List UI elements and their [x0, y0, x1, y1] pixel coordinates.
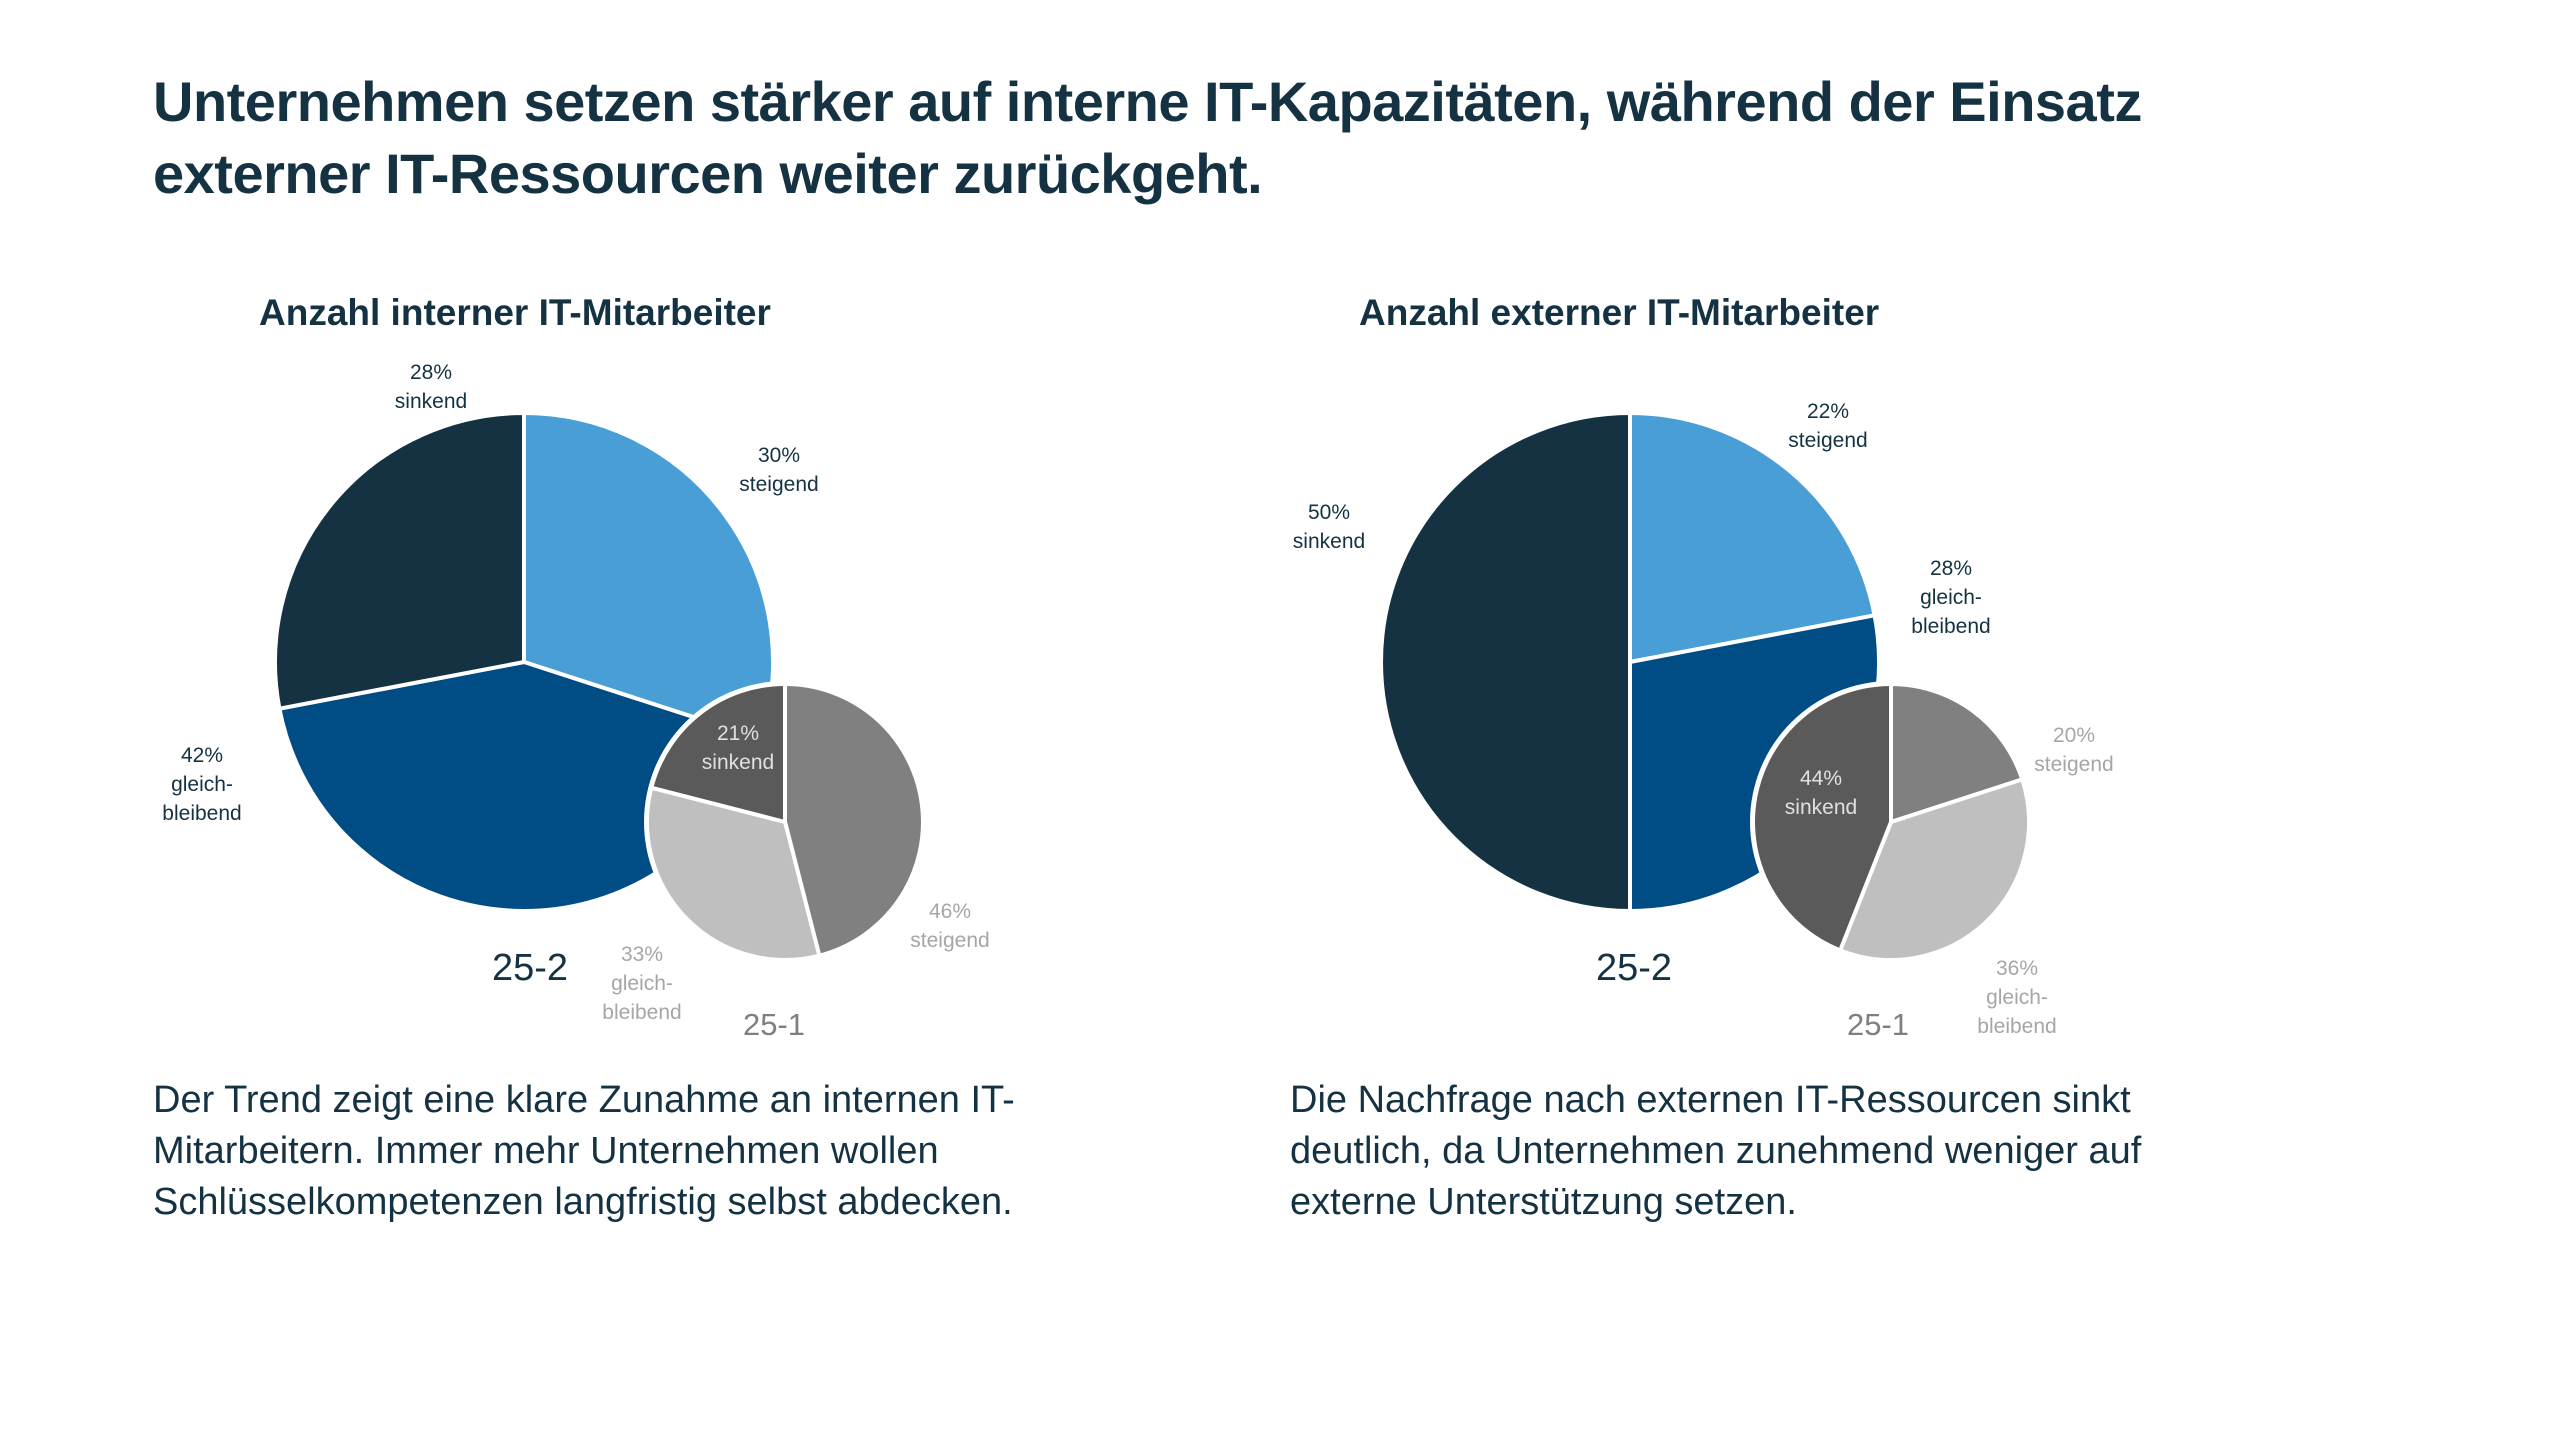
pie-chart-internal: 30% steigend 42% gleich-bleibend 28% sinkend 2…	[162, 361, 989, 1042]
chart-title-internal: Anzahl interner IT-Mitarbeiter	[259, 292, 771, 333]
period-label-25-2: 25-2	[1596, 947, 1672, 989]
data-label-gleichbleibend: 33% gleich-bleibend	[602, 943, 681, 1024]
pie-slice-sinkend	[649, 682, 787, 824]
data-label-steigend: 20% steigend	[2034, 724, 2113, 776]
pie-25-2: 30% steigend 42% gleich-bleibend 28% sinkend 2…	[162, 361, 818, 989]
pie-25-1: 46% steigend 33% gleich-bleibend 21% sinkend 2…	[602, 681, 990, 1042]
data-label-sinkend: 21% sinkend	[702, 722, 774, 774]
pie-slice-steigend	[522, 411, 775, 741]
data-label-sinkend: 50% sinkend	[1293, 501, 1365, 553]
data-label-steigend: 22% steigend	[1788, 400, 1867, 452]
pie-25-1: 20% steigend 36% gleich-bleibend 44% sinkend 2…	[1750, 681, 2114, 1042]
data-label-sinkend: 44% sinkend	[1785, 767, 1857, 819]
pie-slice-steigend	[1628, 411, 1877, 664]
pie-slice-steigend	[783, 682, 925, 958]
data-label-steigend: 46% steigend	[910, 900, 989, 952]
pie-chart-external: 22% steigend 28% gleich-bleibend 50% sinkend 2…	[1293, 400, 2114, 1042]
data-label-gleichbleibend: 42% gleich-bleibend	[162, 744, 241, 825]
data-label-gleichbleibend: 36% gleich-bleibend	[1977, 957, 2056, 1038]
body-text-external: Die Nachfrage nach externen IT-Ressource…	[1290, 1079, 2142, 1223]
pie-slice-gleichbleibend	[1838, 777, 2031, 962]
period-label-25-1: 25-1	[1847, 1007, 1909, 1042]
headline-line-1: Unternehmen setzen stärker auf interne I…	[153, 70, 2142, 133]
body-text-internal: Der Trend zeigt eine klare Zunahme an in…	[153, 1079, 1015, 1223]
headline: Unternehmen setzen stärker auf interne I…	[153, 66, 2453, 210]
data-label-steigend: 30% steigend	[739, 444, 818, 496]
data-label-gleichbleibend: 28% gleich-bleibend	[1911, 557, 1990, 638]
pie-slice-sinkend	[1751, 682, 1893, 953]
pie-slice-gleichbleibend	[645, 785, 822, 962]
period-label-25-1: 25-1	[743, 1007, 805, 1042]
pie-25-2: 22% steigend 28% gleich-bleibend 50% sinkend 2…	[1293, 400, 1991, 989]
period-label-25-2: 25-2	[492, 947, 568, 989]
pie-slice-sinkend	[1379, 411, 1632, 913]
chart-title-external: Anzahl externer IT-Mitarbeiter	[1359, 292, 1880, 333]
data-label-sinkend: 28% sinkend	[395, 361, 467, 413]
headline-line-2: externer IT-Ressourcen weiter zurückgeht…	[153, 142, 1263, 205]
pie-slice-steigend	[1889, 682, 2025, 824]
pie-slice-sinkend	[273, 411, 526, 711]
